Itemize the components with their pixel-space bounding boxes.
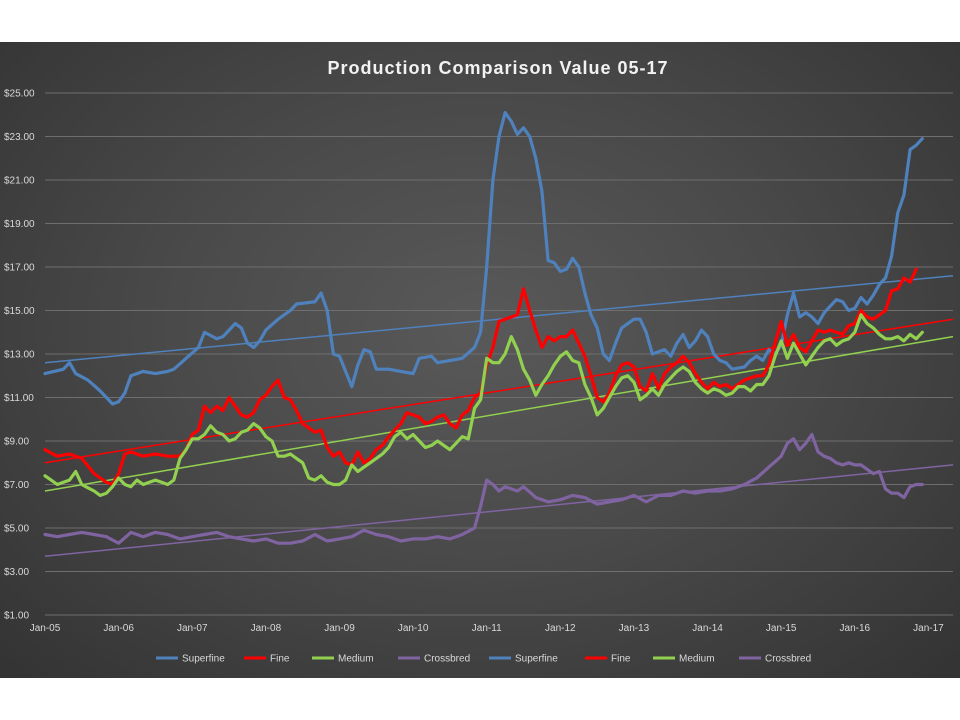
y-tick-label: $7.00 bbox=[4, 480, 29, 491]
y-tick-label: $25.00 bbox=[4, 89, 35, 100]
y-tick-label: $21.00 bbox=[4, 176, 35, 187]
x-tick-label: Jan-14 bbox=[692, 623, 723, 634]
series-lines bbox=[43, 111, 924, 545]
legend-label: Fine bbox=[611, 654, 631, 665]
y-axis-ticks: $1.00 $3.00 $5.00 $7.00 $9.00 $11.00 $13.00 $15… bbox=[4, 89, 35, 622]
y-tick-label: $13.00 bbox=[4, 350, 35, 361]
x-tick-label: Jan-10 bbox=[398, 623, 429, 634]
gridlines bbox=[45, 92, 953, 616]
x-tick-label: Jan-05 bbox=[30, 623, 61, 634]
y-tick-label: $19.00 bbox=[4, 219, 35, 230]
y-tick-label: $3.00 bbox=[4, 567, 29, 578]
x-tick-label: Jan-16 bbox=[840, 623, 871, 634]
legend-label: Crossbred bbox=[424, 654, 470, 665]
x-tick-label: Jan-11 bbox=[472, 623, 502, 634]
x-tick-label: Jan-08 bbox=[251, 623, 282, 634]
x-tick-label: Jan-06 bbox=[103, 623, 134, 634]
series-line-superfine bbox=[43, 111, 924, 406]
x-tick-label: Jan-07 bbox=[177, 623, 208, 634]
legend-label: Superfine bbox=[182, 654, 225, 665]
series-line-medium bbox=[43, 313, 924, 497]
y-tick-label: $9.00 bbox=[4, 437, 29, 448]
legend-label: Medium bbox=[338, 654, 374, 665]
y-tick-label: $17.00 bbox=[4, 263, 35, 274]
chart-title: Production Comparison Value 05-17 bbox=[327, 58, 668, 78]
x-tick-label: Jan-15 bbox=[766, 623, 797, 634]
chart-svg: Production Comparison Value 05-17 $1.00$… bbox=[4, 58, 954, 665]
x-tick-label: Jan-17 bbox=[913, 623, 944, 634]
y-tick-label: $1.00 bbox=[4, 611, 29, 622]
legend-label: Crossbred bbox=[765, 654, 811, 665]
y-tick-label: $15.00 bbox=[4, 306, 35, 317]
trendline-crossbred bbox=[44, 464, 954, 558]
x-tick-label: Jan-09 bbox=[324, 623, 355, 634]
legend-label: Superfine bbox=[515, 654, 558, 665]
series-line-crossbred bbox=[43, 432, 924, 545]
y-tick-label: $11.00 bbox=[4, 393, 34, 404]
x-tick-label: Jan-12 bbox=[545, 623, 576, 634]
trendlines bbox=[44, 274, 954, 558]
y-tick-label: $5.00 bbox=[4, 524, 29, 535]
series-line-fine bbox=[43, 267, 918, 487]
legend-label: Fine bbox=[270, 654, 290, 665]
x-tick-label: Jan-13 bbox=[619, 623, 650, 634]
y-tick-label: $23.00 bbox=[4, 132, 35, 143]
trendline-medium bbox=[44, 335, 954, 492]
x-axis-ticks: Jan-05 Jan-06 Jan-07 Jan-08 Jan-09 Jan-10 Jan-… bbox=[30, 623, 944, 634]
legend-label: Medium bbox=[679, 654, 715, 665]
legend: Superfine Fine Medium Crossbred Superfine Fin… bbox=[156, 654, 811, 665]
chart-area: Production Comparison Value 05-17 $1.00 $… bbox=[0, 42, 960, 678]
